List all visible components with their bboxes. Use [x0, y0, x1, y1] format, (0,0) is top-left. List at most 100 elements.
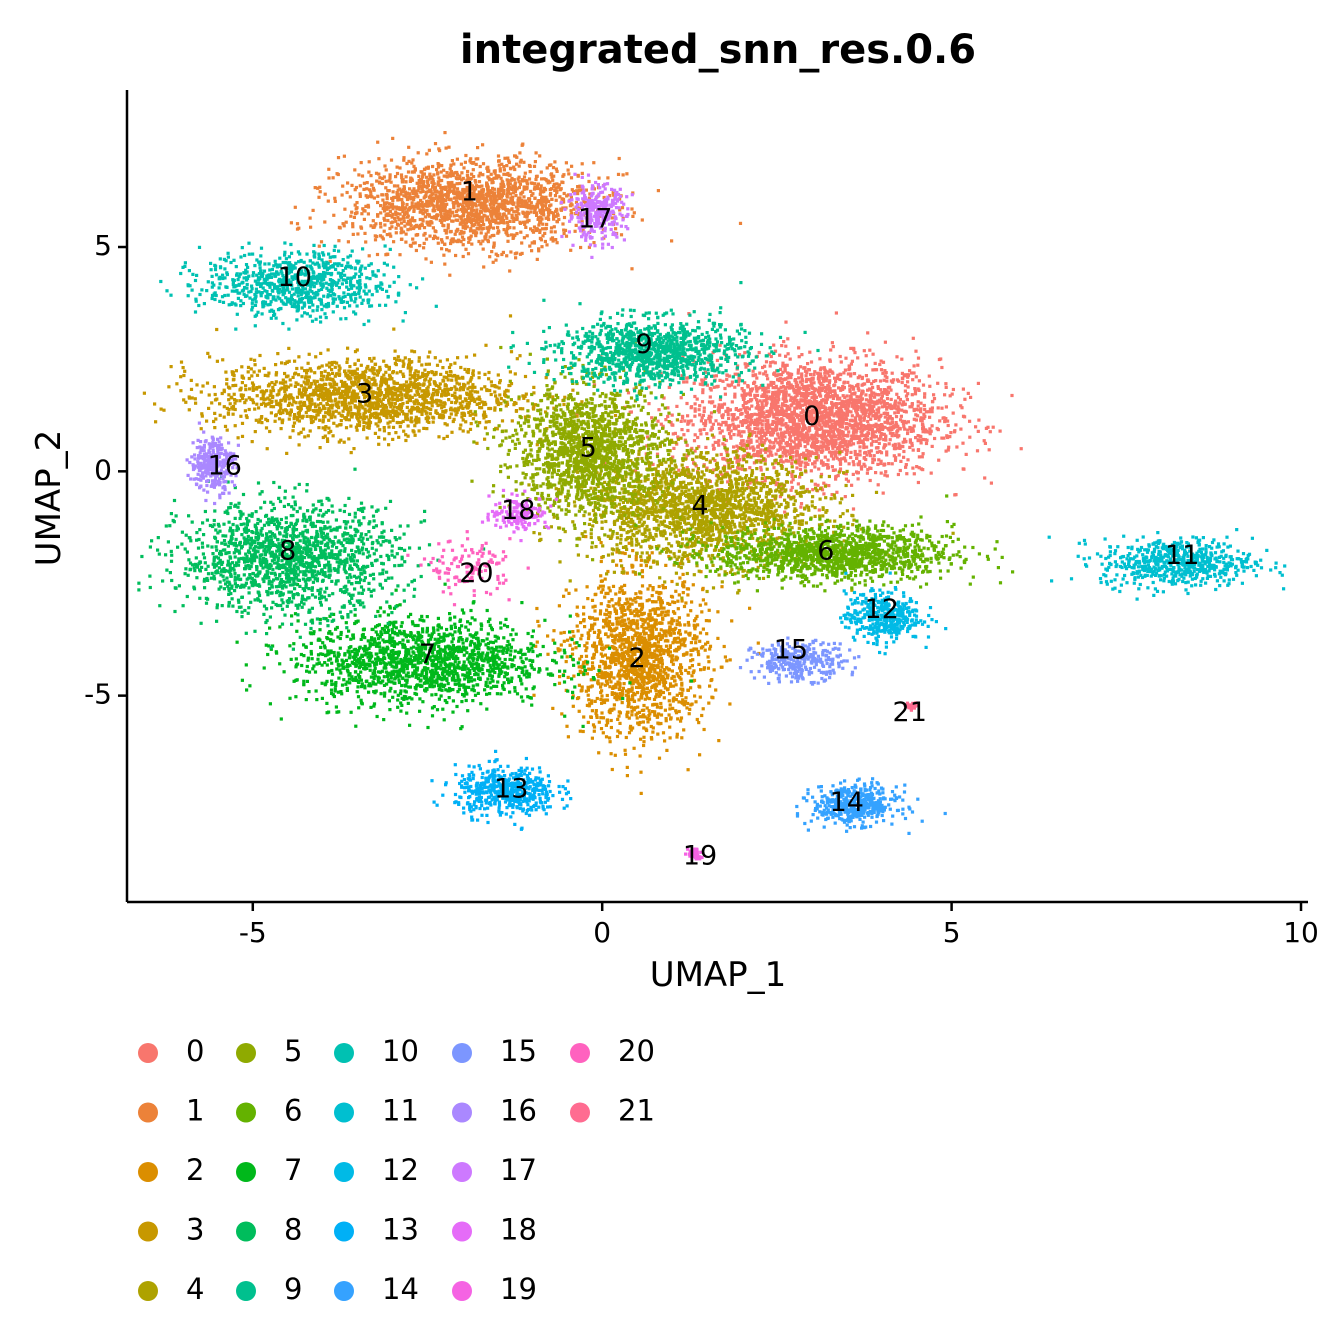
legend-label: 13 — [382, 1213, 419, 1247]
legend-label: 0 — [186, 1034, 204, 1068]
legend-label: 19 — [500, 1272, 537, 1306]
legend-item-0: 0 — [138, 1034, 204, 1068]
legend-label: 6 — [284, 1094, 302, 1128]
cluster-6-points — [634, 494, 1015, 593]
legend-swatch — [236, 1043, 256, 1063]
cluster-3-points — [142, 314, 618, 455]
cluster-4-points — [527, 418, 955, 600]
cluster-11-points — [1047, 528, 1287, 601]
legend-item-18: 18 — [452, 1213, 537, 1247]
legend-item-6: 6 — [236, 1094, 302, 1128]
legend-item-12: 12 — [334, 1153, 419, 1187]
legend-item-21: 21 — [570, 1094, 655, 1128]
legend-label: 16 — [500, 1094, 537, 1128]
cluster-9-points — [507, 281, 820, 401]
cluster-label-3: 3 — [356, 379, 373, 410]
legend-swatch — [138, 1043, 158, 1063]
x-tick-label: 10 — [1283, 916, 1319, 949]
legend-item-7: 7 — [236, 1153, 302, 1187]
legend-label: 17 — [500, 1153, 537, 1187]
legend-swatch — [236, 1102, 256, 1123]
legend-swatch — [334, 1221, 354, 1242]
legend-swatch — [334, 1281, 354, 1301]
legend-item-16: 16 — [452, 1094, 537, 1128]
cluster-label-10: 10 — [278, 262, 312, 293]
legend-label: 4 — [186, 1272, 204, 1306]
legend-label: 12 — [382, 1153, 419, 1187]
legend-label: 7 — [284, 1153, 302, 1187]
legend-item-8: 8 — [236, 1213, 302, 1247]
cluster-10-points — [159, 241, 438, 331]
cluster-label-15: 15 — [774, 634, 808, 665]
legend-swatch — [452, 1162, 472, 1182]
cluster-label-20: 20 — [459, 558, 493, 589]
legend-swatch — [334, 1043, 354, 1063]
cluster-1-points — [289, 131, 743, 277]
x-axis-title: UMAP_1 — [650, 955, 787, 995]
legend-swatch — [570, 1102, 590, 1123]
scatter-points — [137, 131, 1287, 861]
cluster-5-points — [470, 342, 727, 562]
cluster-16-points — [185, 421, 240, 506]
legend-item-20: 20 — [570, 1034, 655, 1068]
legend-label: 8 — [284, 1213, 302, 1247]
legend-label: 21 — [618, 1094, 655, 1128]
cluster-14-points — [795, 777, 947, 835]
cluster-label-6: 6 — [817, 536, 834, 567]
cluster-2-points — [532, 521, 761, 795]
legend-swatch — [236, 1162, 256, 1182]
legend-swatch — [138, 1102, 158, 1123]
legend-swatch — [452, 1043, 472, 1063]
cluster-label-16: 16 — [208, 450, 242, 481]
cluster-label-8: 8 — [279, 536, 296, 567]
cluster-20-points — [406, 530, 530, 607]
cluster-label-21: 21 — [893, 697, 927, 728]
legend-label: 2 — [186, 1153, 204, 1187]
cluster-19-points — [684, 847, 704, 861]
legend-label: 14 — [382, 1272, 419, 1306]
legend-label: 9 — [284, 1272, 302, 1306]
legend-swatch — [138, 1281, 158, 1301]
legend-swatch — [334, 1162, 354, 1182]
y-axis-ticks: -5 0 5 — [84, 229, 127, 711]
x-tick-label: 0 — [593, 916, 611, 949]
cluster-15-points — [738, 636, 861, 686]
legend-item-19: 19 — [452, 1272, 537, 1306]
legend-swatch — [236, 1281, 256, 1301]
cluster-8-points — [137, 467, 486, 651]
legend-item-14: 14 — [334, 1272, 419, 1306]
legend-swatch — [334, 1102, 354, 1123]
legend-swatch — [570, 1043, 590, 1063]
y-axis-title: UMAP_2 — [29, 430, 69, 567]
legend-item-11: 11 — [334, 1094, 419, 1128]
cluster-0-points — [575, 311, 1023, 540]
cluster-label-13: 13 — [494, 773, 528, 804]
legend-swatch — [452, 1102, 472, 1123]
cluster-label-19: 19 — [683, 841, 717, 872]
legend-item-13: 13 — [334, 1213, 419, 1247]
legend-item-10: 10 — [334, 1034, 419, 1068]
cluster-13-points — [430, 749, 573, 831]
cluster-17-points — [559, 172, 634, 259]
cluster-label-4: 4 — [691, 491, 708, 522]
x-tick-label: 5 — [943, 916, 961, 949]
legend-label: 11 — [382, 1094, 419, 1128]
cluster-label-9: 9 — [636, 329, 653, 360]
cluster-label-14: 14 — [830, 787, 864, 818]
legend-label: 20 — [618, 1034, 655, 1068]
cluster-12-points — [839, 571, 948, 656]
legend-item-9: 9 — [236, 1272, 302, 1306]
legend-label: 5 — [284, 1034, 302, 1068]
cluster-21-points — [903, 701, 920, 712]
legend-label: 18 — [500, 1213, 537, 1247]
chart-title: integrated_snn_res.0.6 — [460, 27, 976, 73]
legend-item-2: 2 — [138, 1153, 204, 1187]
legend-label: 15 — [500, 1034, 537, 1068]
legend-label: 1 — [186, 1094, 204, 1128]
x-tick-label: -5 — [239, 916, 267, 949]
cluster-label-5: 5 — [580, 432, 597, 463]
cluster-label-2: 2 — [629, 643, 646, 674]
